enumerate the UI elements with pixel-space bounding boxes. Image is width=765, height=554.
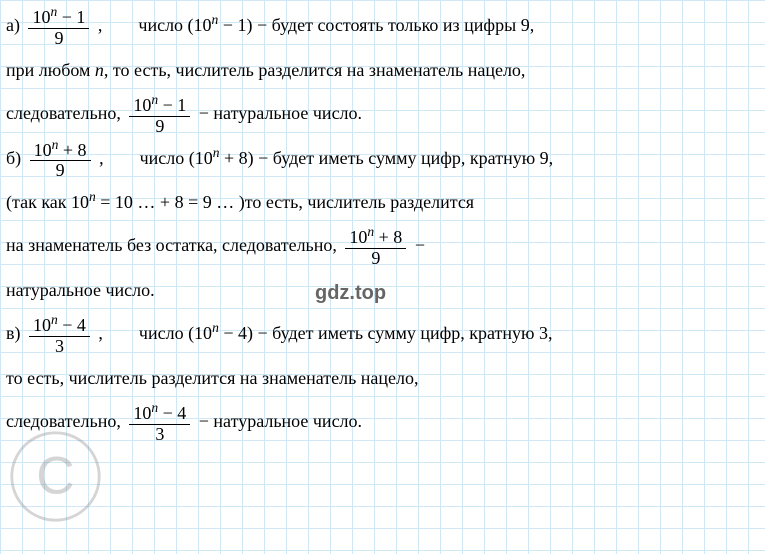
part-a-line3: следовательно, 10n − 1 9 − натуральное ч… [6,92,759,137]
part-a-line1-rest: , число (10n − 1) − будет состоять тольк… [98,15,534,35]
part-a-line2: при любом n, то есть, числитель разделит… [6,49,759,92]
part-b-frac2: 10n + 8 9 [345,225,406,269]
part-c-line3: следовательно, 10n − 4 3 − натуральное ч… [6,400,759,445]
part-b-line1-rest: , число (10n + 8) − будет иметь сумму ци… [99,148,553,168]
frac-den: 9 [129,117,190,137]
part-c-frac2: 10n − 4 3 [129,401,190,445]
frac-den: 9 [30,161,91,181]
part-a-label: а) [6,15,20,35]
svg-text:C: C [36,447,74,506]
part-a-line3-pre: следовательно, [6,103,125,123]
part-a-line1: а) 10n − 1 9 , число (10n − 1) − будет с… [6,4,759,49]
part-b-line3-post: − [415,235,425,255]
frac-den: 9 [28,29,89,49]
part-c-line1-rest: , число (10n − 4) − будет иметь сумму ци… [98,323,552,343]
part-a-line3-post: − натуральное число. [199,103,362,123]
part-c-frac: 10n − 4 3 [29,313,90,357]
part-c-line1: в) 10n − 4 3 , число (10n − 4) − будет и… [6,312,759,357]
part-b-line2: (так как 10n = 10 … + 8 = 9 … )то есть, … [6,181,759,224]
part-b-line3: на знаменатель без остатка, следовательн… [6,224,759,269]
frac-num: 10n − 1 [28,5,89,29]
frac-num: 10n + 8 [30,138,91,162]
frac-den: 3 [129,425,190,445]
frac-num: 10n + 8 [345,225,406,249]
frac-num: 10n − 4 [129,401,190,425]
watermark-circle: C [8,429,103,524]
frac-num: 10n − 1 [129,93,190,117]
part-c-label: в) [6,323,21,343]
part-c-line3-post: − натуральное число. [199,411,362,431]
part-b-line1: б) 10n + 8 9 , число (10n + 8) − будет и… [6,137,759,182]
frac-num: 10n − 4 [29,313,90,337]
frac-den: 3 [29,337,90,357]
part-a-frac2: 10n − 1 9 [129,93,190,137]
part-b-frac: 10n + 8 9 [30,138,91,182]
watermark-gdz: gdz.top [315,282,386,305]
math-content: а) 10n − 1 9 , число (10n − 1) − будет с… [0,0,765,449]
part-b-label: б) [6,148,21,168]
frac-den: 9 [345,249,406,269]
part-c-line2: то есть, числитель разделится на знамена… [6,357,759,400]
part-b-line3-pre: на знаменатель без остатка, следовательн… [6,235,341,255]
part-a-frac: 10n − 1 9 [28,5,89,49]
